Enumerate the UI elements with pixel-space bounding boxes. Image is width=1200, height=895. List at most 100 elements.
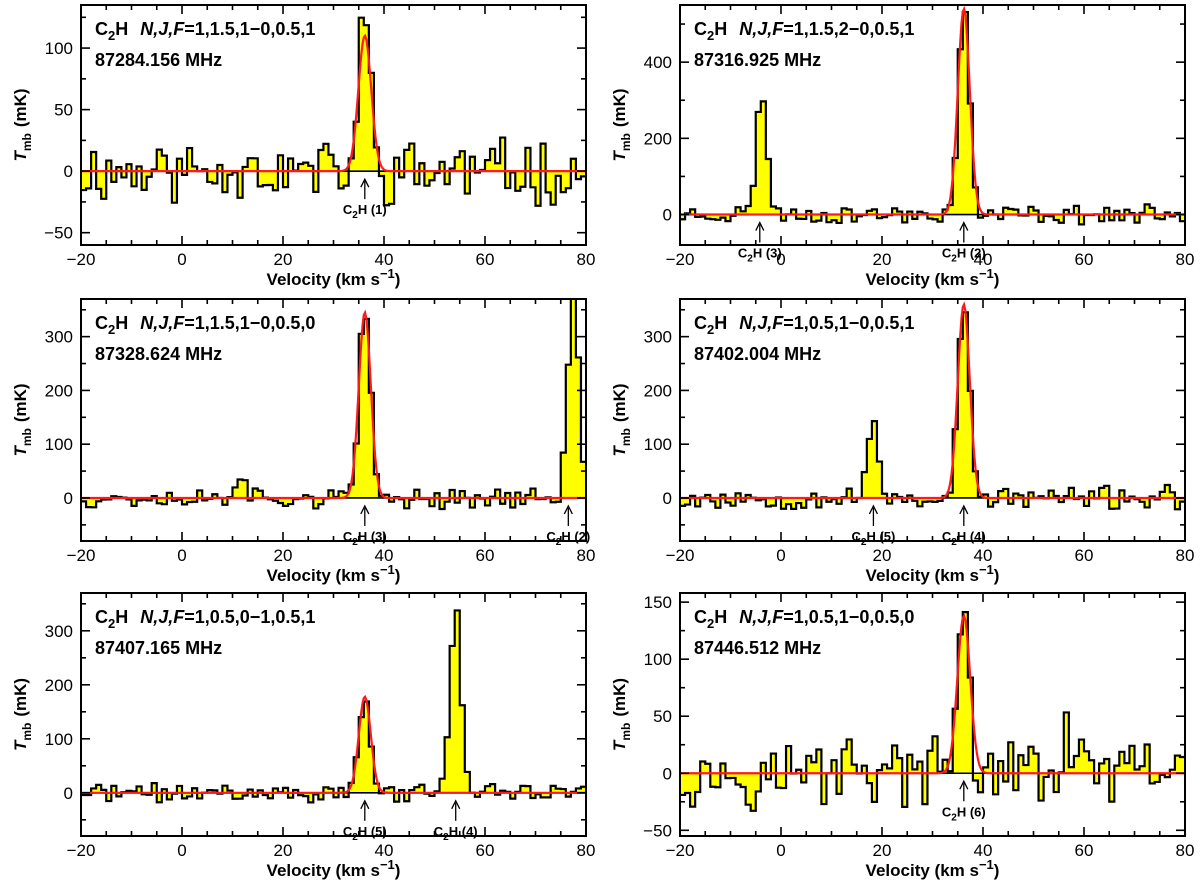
line-marker-label: C2H (5) [343,824,387,843]
x-tick-label: 60 [1075,841,1094,860]
x-tick-label: 80 [1176,841,1195,860]
panel-frequency-label: 87407.165 MHz [95,638,222,658]
line-marker-arrowhead [360,504,370,515]
species-name: C [694,607,707,627]
line-marker-label: C2H (1) [343,202,387,221]
x-tick-label: 40 [974,841,993,860]
marker-component: H (5) [866,529,895,544]
marker-component: H (6) [957,804,986,819]
panel-frequency-label: 87402.004 MHz [694,344,821,364]
spectrum-fill [81,17,586,206]
y-axis-label-symbol: T [610,739,629,751]
x-tick-label: 20 [274,546,293,565]
plot-area [81,16,586,207]
panel-transition-label: C2H N,J,F=1,1.5,1−0,0.5,0 [95,313,315,337]
x-axis-label-main: Velocity (km s [866,270,979,289]
y-axis-label-subscript: mb [20,133,34,151]
panel-frequency-label: 87284.156 MHz [95,50,222,70]
species-name: C [95,19,108,39]
quantum-number-labels: N,J,F [140,607,185,627]
x-tick-label: 0 [177,250,186,269]
marker-component: H (2) [561,529,590,544]
y-tick-label: 400 [644,53,672,72]
line-marker-arrowhead [451,799,461,810]
x-tick-label: 60 [1075,250,1094,269]
panel-transition-label: C2H N,J,F=1,0.5,1−0,0.5,0 [694,607,914,631]
y-tick-label: 0 [64,784,73,803]
marker-species-subscript: 2 [951,254,957,265]
species-name: C [95,607,108,627]
x-axis-label-exponent: −1 [979,562,994,577]
species-subscript: 2 [707,28,714,43]
line-marker-label: C2H (5) [851,529,895,548]
species-name-tail: H [714,313,727,333]
x-tick-label: 0 [776,546,785,565]
species-subscript: 2 [108,616,115,631]
x-tick-label: −20 [67,546,96,565]
plot-area [81,299,586,511]
y-axis-label-subscript: mb [619,428,633,446]
spectrum-panel-5: −20 0 20 40 60 80 0 100 200 300 Velocity (km s−1) T… [11,592,595,880]
y-tick-label: 100 [45,435,73,454]
y-tick-label: 50 [653,707,672,726]
marker-species: C [738,246,748,261]
y-axis-label-symbol: T [610,445,629,457]
line-marker-label: C2H (4) [942,529,986,548]
y-tick-label: 0 [663,489,672,508]
transition-quantum-numbers: =1,1.5,2−0,0.5,1 [783,19,914,39]
y-tick-label: 300 [45,328,73,347]
x-tick-label: −20 [666,841,695,860]
transition-quantum-numbers: =1,0.5,1−0,0.5,1 [783,313,914,333]
panel-transition-label: C2H N,J,F=1,1.5,1−0,0.5,1 [95,19,315,43]
y-axis-label: Tmb (mK) [610,88,633,161]
x-axis-label-close: ) [395,270,401,289]
line-marker-label: C2H (2) [942,246,986,265]
x-tick-label: 20 [274,250,293,269]
panel-transition-label: C2H N,J,F=1,0.5,0−1,0.5,1 [95,607,315,631]
gaussian-fit-curve [81,309,586,500]
transition-quantum-numbers: =1,0.5,1−0,0.5,0 [783,607,914,627]
y-axis-label-units: (mK) [11,383,30,422]
y-axis-label: Tmb (mK) [11,383,34,456]
spectrum-histogram [680,10,1185,226]
species-subscript: 2 [707,322,714,337]
y-axis-label: Tmb (mK) [610,383,633,456]
y-tick-label: 0 [663,206,672,225]
spectrum-panel-3: −20 0 20 40 60 80 0 100 200 300 Velocity (km s−1) T… [11,298,595,585]
line-marker-arrowhead [959,504,969,515]
y-tick-label: 200 [644,381,672,400]
x-tick-label: −20 [666,250,695,269]
gaussian-fit-curve [680,613,1185,775]
marker-component: H (3) [358,529,387,544]
x-axis-label-exponent: −1 [979,266,994,281]
transition-quantum-numbers: =1,1.5,1−0,0.5,1 [184,19,315,39]
x-tick-label: 80 [1176,546,1195,565]
x-tick-label: 40 [375,546,394,565]
x-axis-label: Velocity (km s−1) [866,562,1000,585]
gaussian-fit-curve [680,5,1185,216]
marker-species-subscript: 2 [352,832,358,843]
x-tick-label: −20 [67,841,96,860]
line-marker-arrowhead [959,779,969,790]
y-tick-label: 100 [644,435,672,454]
spectrum-histogram [81,299,586,511]
line-marker-label: C2H (3) [738,246,782,265]
plot-area [81,609,586,804]
plot-frame [80,4,587,246]
x-axis-label-close: ) [994,270,1000,289]
quantum-number-labels: N,J,F [739,313,784,333]
marker-component: H (5) [358,824,387,839]
x-axis-label-close: ) [994,566,1000,585]
x-tick-label: −20 [67,250,96,269]
transition-quantum-numbers: =1,1.5,1−0,0.5,0 [184,313,315,333]
x-axis-label-main: Velocity (km s [267,861,380,880]
x-tick-label: −20 [666,546,695,565]
x-tick-label: 40 [375,250,394,269]
y-axis-label-symbol: T [11,150,30,162]
species-name: C [694,19,707,39]
spectrum-histogram [680,311,1185,511]
y-axis-label-symbol: T [610,150,629,162]
y-axis-label-subscript: mb [619,723,633,741]
marker-species: C [343,529,353,544]
